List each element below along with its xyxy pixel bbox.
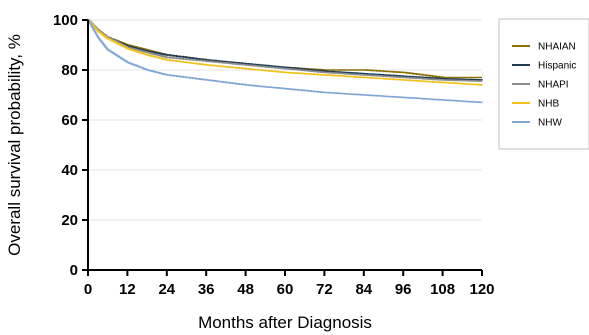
x-tick-label: 96 (395, 281, 412, 298)
x-tick-label: 108 (430, 281, 455, 298)
y-tick-label: 60 (61, 112, 78, 129)
x-tick-label: 72 (316, 281, 333, 298)
series-lines (88, 19, 483, 104)
x-axis-title: Months after Diagnosis (198, 313, 372, 332)
grid-lines (88, 19, 482, 221)
y-tick-label: 80 (61, 62, 78, 79)
y-tick-label: 20 (61, 212, 78, 229)
legend: NHAIAN Hispanic NHAPI NHB NHW (498, 18, 589, 150)
y-axis-title: Overall survival probability, % (5, 34, 24, 256)
x-ticks: 0 12 24 36 48 60 72 84 96 108 120 (84, 270, 495, 298)
x-tick-label: 48 (237, 281, 254, 298)
x-tick-label: 60 (277, 281, 294, 298)
y-tick-label: 100 (53, 12, 78, 29)
series-line-hispanic (88, 19, 483, 81)
series-line-nhb (88, 19, 483, 86)
legend-label-nhw: NHW (538, 118, 562, 129)
x-tick-label: 12 (119, 281, 136, 298)
legend-label-hispanic: Hispanic (538, 61, 576, 72)
x-tick-label: 36 (198, 281, 215, 298)
legend-label-nhaian: NHAIAN (538, 42, 576, 53)
legend-label-nhapi: NHAPI (538, 80, 569, 91)
series-line-nhw (88, 19, 483, 104)
x-tick-label: 84 (355, 281, 372, 298)
axes (87, 20, 482, 271)
x-tick-label: 24 (158, 281, 175, 298)
y-tick-label: 0 (70, 262, 78, 279)
x-tick-label: 0 (84, 281, 92, 298)
x-tick-label: 120 (469, 281, 494, 298)
y-ticks: 0 20 40 60 80 100 (53, 12, 88, 279)
legend-label-nhb: NHB (538, 99, 559, 110)
y-tick-label: 40 (61, 162, 78, 179)
